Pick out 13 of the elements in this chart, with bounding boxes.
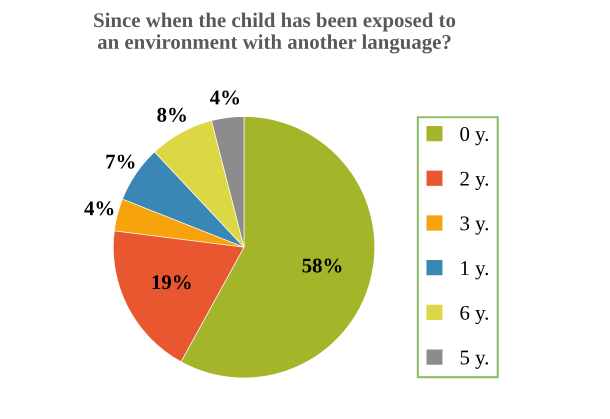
legend-label: 1 y. bbox=[461, 261, 488, 280]
legend-label: 0 y. bbox=[460, 126, 488, 146]
data-label: 8% bbox=[157, 108, 186, 122]
data-label: 4% bbox=[210, 90, 239, 105]
legend-label: 2 y. bbox=[460, 172, 488, 190]
chart-title: Since when the child has been exposed to an environment with another language? bbox=[94, 12, 456, 54]
data-label: 58% bbox=[302, 258, 342, 273]
legend-label: 3 y. bbox=[460, 216, 488, 235]
legend-label: 6 y. bbox=[460, 306, 488, 324]
data-label: 19% bbox=[152, 275, 191, 290]
data-label: 4% bbox=[84, 201, 114, 216]
data-label: 7% bbox=[106, 154, 134, 169]
legend-label: 5 y. bbox=[460, 350, 488, 369]
